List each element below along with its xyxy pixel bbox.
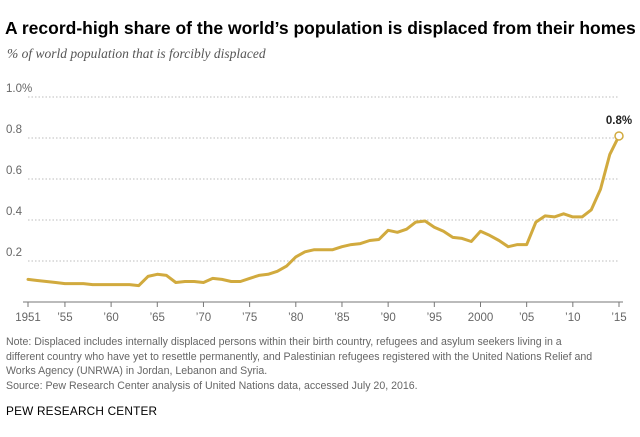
gridlines [23,96,623,303]
x-tick-label: ’80 [288,312,303,324]
x-axis-tick-labels: 1951 ’55 ’60 ’65 ’70 ’75 ’80 ’85 ’90 ’95 2000 ’05 ’1… [15,302,627,324]
brand-label: PEW RESEARCH CENTER [6,404,158,418]
y-axis-tick-labels: 0.2 0.4 0.6 0.8 1.0% [6,83,32,259]
x-tick-label: ’75 [242,312,257,324]
endpoint-data-label: 0.8% [606,115,632,127]
x-tick-label: ’55 [57,312,72,324]
note-line-3: Works Agency (UNRWA) in Jordan, Lebanon … [6,365,268,378]
x-tick-label: ’05 [519,312,534,324]
x-tick-label: 1951 [15,312,41,324]
note-line-1: Note: Displaced includes internally disp… [6,336,562,348]
series-line [26,134,621,288]
chart-subtitle: % of world population that is forcibly d… [7,46,266,61]
x-tick-label: ’90 [380,312,395,324]
y-tick-label: 0.6 [6,165,22,177]
x-tick-label: ’10 [565,312,580,324]
chart-title: A record-high share of the world’s popul… [5,18,636,38]
endpoint-marker [614,131,624,141]
x-tick-label: 2000 [468,312,494,324]
x-tick-label: ’15 [611,312,626,324]
x-tick-label: ’85 [334,312,349,324]
x-tick-label: ’95 [427,312,442,324]
series-layer [26,134,621,288]
x-tick-label: ’65 [150,312,165,324]
y-tick-label: 0.8 [6,124,22,136]
note-line-2: different country who have yet to resett… [6,350,593,363]
x-tick-label: ’60 [103,312,118,324]
y-tick-label: 0.2 [6,247,22,259]
y-tick-label: 0.4 [6,206,23,218]
source-line: Source: Pew Research Center analysis of … [6,379,418,392]
chart-notes: Note: Displaced includes internally disp… [6,335,636,393]
y-tick-label: 1.0% [6,83,32,95]
annotation-layer: 0.8% [606,115,632,141]
x-tick-label: ’70 [196,312,211,324]
